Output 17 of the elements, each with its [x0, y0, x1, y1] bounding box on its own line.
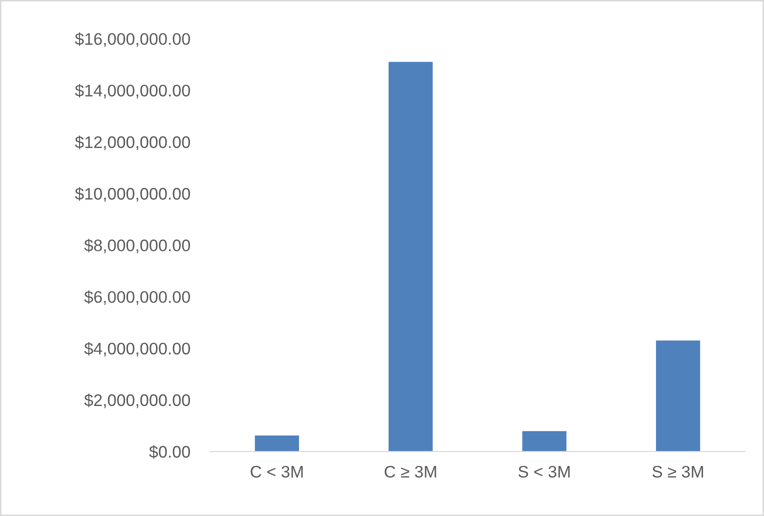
y-tick-label: $16,000,000.00	[74, 32, 190, 47]
bar	[388, 62, 433, 452]
y-tick-label: $14,000,000.00	[74, 84, 190, 98]
y-tick-label: $6,000,000.00	[84, 290, 190, 305]
bar	[522, 431, 566, 452]
y-tick-label: $10,000,000.00	[74, 187, 190, 202]
x-tick-label: C < 3M	[250, 466, 303, 478]
x-tick-label: C ≥ 3M	[384, 466, 436, 478]
bar	[656, 340, 700, 452]
x-tick-label: S ≥ 3M	[652, 466, 704, 478]
y-tick-label: $4,000,000.00	[84, 342, 190, 356]
bar	[254, 436, 300, 452]
y-tick-label: $8,000,000.00	[84, 238, 190, 254]
y-tick-label: $12,000,000.00	[74, 136, 190, 150]
y-tick-label: $0.00	[149, 445, 190, 459]
x-tick-label: S < 3M	[518, 466, 570, 478]
y-tick-label: $2,000,000.00	[84, 394, 190, 408]
